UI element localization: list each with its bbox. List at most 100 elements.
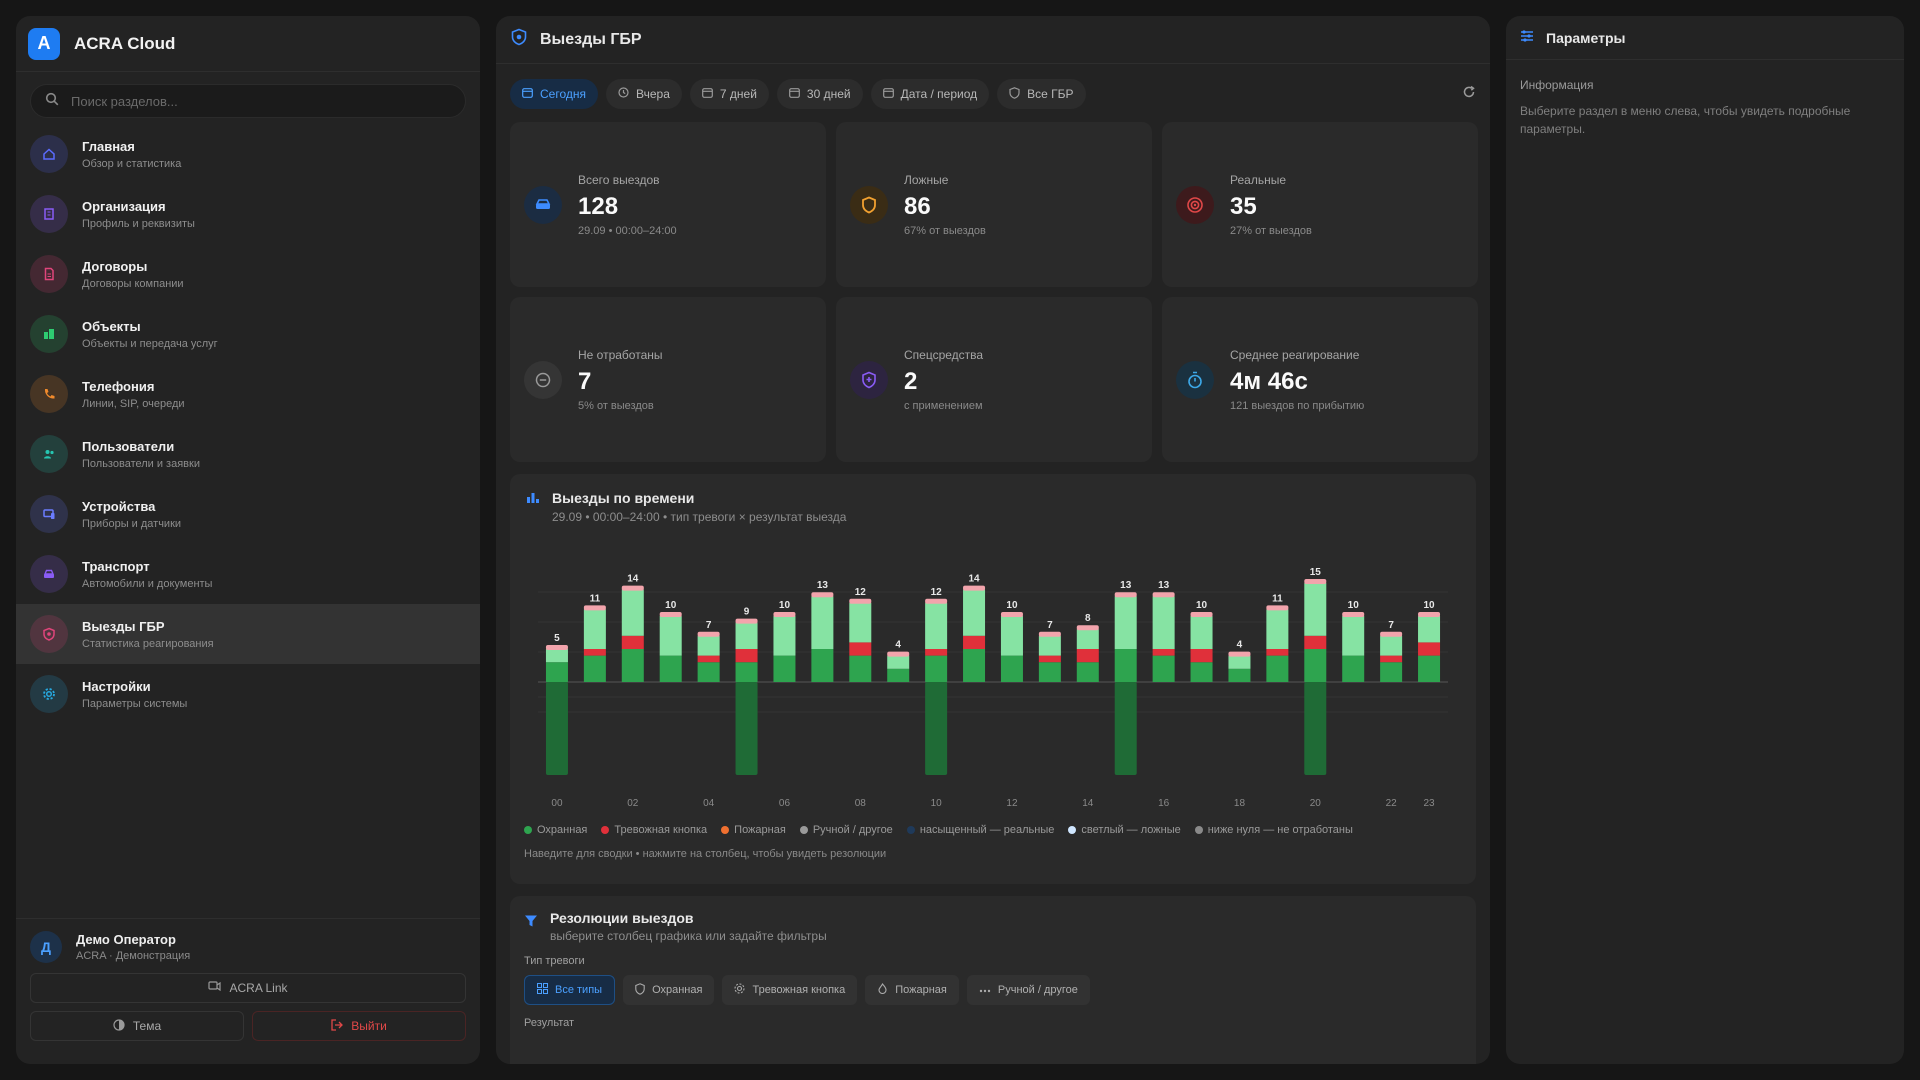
chart-bar-segment[interactable] <box>583 609 606 649</box>
chart-bar-segment[interactable] <box>697 655 720 663</box>
chart-bar-segment[interactable] <box>1380 635 1403 656</box>
gear-icon <box>734 983 746 997</box>
chart-bar-segment[interactable] <box>1304 635 1327 649</box>
chart-bar-segment[interactable] <box>1380 662 1403 682</box>
chart-bar-segment[interactable] <box>925 655 948 682</box>
stat-card-avg-response[interactable]: Среднее реагирование 4м 46с 121 выездов по… <box>1162 297 1478 462</box>
chart-bar-segment[interactable] <box>1418 616 1441 643</box>
chart-bar-segment[interactable] <box>621 589 644 636</box>
refresh-icon[interactable] <box>1462 85 1476 104</box>
sidebar-item-transport[interactable]: Транспорт Автомобили и документы <box>16 544 480 604</box>
chart-bar-segment[interactable] <box>811 649 834 682</box>
chart-bar-segment[interactable] <box>1152 649 1175 656</box>
stat-card-special-means[interactable]: Спецсредства 2 с применением <box>836 297 1152 462</box>
search-box[interactable] <box>30 84 466 118</box>
type-security-chip[interactable]: Охранная <box>623 975 715 1005</box>
sidebar-item-objects[interactable]: Объекты Объекты и передача услуг <box>16 304 480 364</box>
chart-bar-segment[interactable] <box>1114 649 1137 682</box>
sidebar-item-telephony[interactable]: Телефония Линии, SIP, очереди <box>16 364 480 424</box>
chart-bar-segment[interactable] <box>735 649 758 663</box>
search-input[interactable] <box>71 93 451 109</box>
chart-bar-segment[interactable] <box>1418 655 1441 682</box>
sidebar-item-devices[interactable]: Устройства Приборы и датчики <box>16 484 480 544</box>
chart-bar-segment[interactable] <box>849 602 872 643</box>
chart-bar-segment[interactable] <box>1000 616 1023 656</box>
chart-bar-segment[interactable] <box>697 635 720 656</box>
filter-yesterday[interactable]: Вчера <box>606 79 682 109</box>
chart-bar-segment[interactable] <box>735 662 758 682</box>
sidebar-item-home[interactable]: Главная Обзор и статистика <box>16 124 480 184</box>
chart-bar-segment[interactable] <box>887 655 910 669</box>
filter-7-days[interactable]: 7 дней <box>689 79 769 109</box>
stat-card-total[interactable]: Всего выездов 128 29.09 • 00:00–24:00 <box>510 122 826 287</box>
chart-bar-segment[interactable] <box>963 635 986 649</box>
sidebar-item-settings[interactable]: Настройки Параметры системы <box>16 664 480 724</box>
chart-bar-segment[interactable] <box>1038 655 1061 663</box>
stat-card-not-processed[interactable]: Не отработаны 7 5% от выездов <box>510 297 826 462</box>
chart-bar-segment[interactable] <box>1076 649 1099 663</box>
chart-bar-segment[interactable] <box>545 662 568 682</box>
stat-card-false[interactable]: Ложные 86 67% от выездов <box>836 122 1152 287</box>
filter-all-gbr[interactable]: Все ГБР <box>997 79 1086 109</box>
chart-bar-segment[interactable] <box>1190 649 1213 663</box>
chart-bar-segment[interactable] <box>887 668 910 682</box>
chart-bar-segment[interactable] <box>773 616 796 656</box>
chart-bar-segment[interactable] <box>1228 668 1251 682</box>
chart-bar-segment[interactable] <box>811 596 834 649</box>
chart-bar-segment[interactable] <box>1190 616 1213 649</box>
type-fire-chip[interactable]: Пожарная <box>865 975 959 1005</box>
chart-bar-segment[interactable] <box>773 655 796 682</box>
chart-bar-segment[interactable] <box>1076 662 1099 682</box>
chart-bar-segment[interactable] <box>697 662 720 682</box>
chart-bar-segment[interactable] <box>1038 662 1061 682</box>
chart-bar-segment[interactable] <box>925 602 948 649</box>
trips-chart[interactable]: 5 11 14 10 7 9 10 13 12 4 12 14 10 7 8 13 13 10 4 11 15 10 7 10… <box>524 544 1462 814</box>
chart-bar-segment[interactable] <box>849 655 872 682</box>
stat-card-real[interactable]: Реальные 35 27% от выездов <box>1162 122 1478 287</box>
type-manual-chip[interactable]: Ручной / другое <box>966 975 1090 1005</box>
chart-bar-segment[interactable] <box>1304 583 1327 636</box>
chart-bar-segment[interactable] <box>1038 635 1061 656</box>
chart-bar-segment[interactable] <box>1304 649 1327 682</box>
chart-bar-segment[interactable] <box>1266 609 1289 649</box>
chart-bar-segment[interactable] <box>1266 649 1289 656</box>
chart-bar-segment[interactable] <box>735 622 758 649</box>
logout-button[interactable]: Выйти <box>252 1011 466 1041</box>
chart-bar-segment[interactable] <box>849 642 872 656</box>
sidebar-item-contracts[interactable]: Договоры Договоры компании <box>16 244 480 304</box>
chart-bar-segment[interactable] <box>1228 655 1251 669</box>
chart-bar-segment[interactable] <box>659 655 682 682</box>
chart-bar-segment[interactable] <box>1418 642 1441 656</box>
filter-today[interactable]: Сегодня <box>510 79 598 109</box>
chart-bar-segment[interactable] <box>1190 662 1213 682</box>
app-logo[interactable]: A <box>28 27 60 60</box>
chart-bar-segment[interactable] <box>583 655 606 682</box>
acra-link-button[interactable]: ACRA Link <box>30 973 466 1003</box>
theme-button[interactable]: Тема <box>30 1011 244 1041</box>
chart-bar-segment[interactable] <box>1266 655 1289 682</box>
sidebar-item-users[interactable]: Пользователи Пользователи и заявки <box>16 424 480 484</box>
chart-bar-segment[interactable] <box>1114 596 1137 649</box>
chart-bar-segment[interactable] <box>1342 616 1365 656</box>
chart-bar-segment[interactable] <box>583 649 606 656</box>
type-all-chip[interactable]: Все типы <box>524 975 616 1005</box>
chart-bar-segment[interactable] <box>1380 655 1403 663</box>
user-block[interactable]: Д Демо Оператор ACRA · Демонстрация <box>30 931 466 963</box>
chart-bar-segment[interactable] <box>1076 629 1099 649</box>
chart-bar-segment[interactable] <box>925 649 948 656</box>
chart-bar-segment[interactable] <box>545 649 568 663</box>
filter-date-period[interactable]: Дата / период <box>870 79 990 109</box>
sidebar-item-organization[interactable]: Организация Профиль и реквизиты <box>16 184 480 244</box>
chart-bar-segment[interactable] <box>621 649 644 682</box>
sidebar-item-gbr-trips[interactable]: Выезды ГБР Статистика реагирования <box>16 604 480 664</box>
chart-bar-segment[interactable] <box>963 589 986 636</box>
chart-bar-segment[interactable] <box>963 649 986 682</box>
chart-bar-segment[interactable] <box>659 616 682 656</box>
chart-bar-segment[interactable] <box>1000 655 1023 682</box>
chart-bar-segment[interactable] <box>1152 655 1175 682</box>
chart-bar-segment[interactable] <box>621 635 644 649</box>
type-panic-button-chip[interactable]: Тревожная кнопка <box>722 975 858 1005</box>
chart-bar-segment[interactable] <box>1152 596 1175 649</box>
filter-30-days[interactable]: 30 дней <box>776 79 863 109</box>
chart-bar-segment[interactable] <box>1342 655 1365 682</box>
